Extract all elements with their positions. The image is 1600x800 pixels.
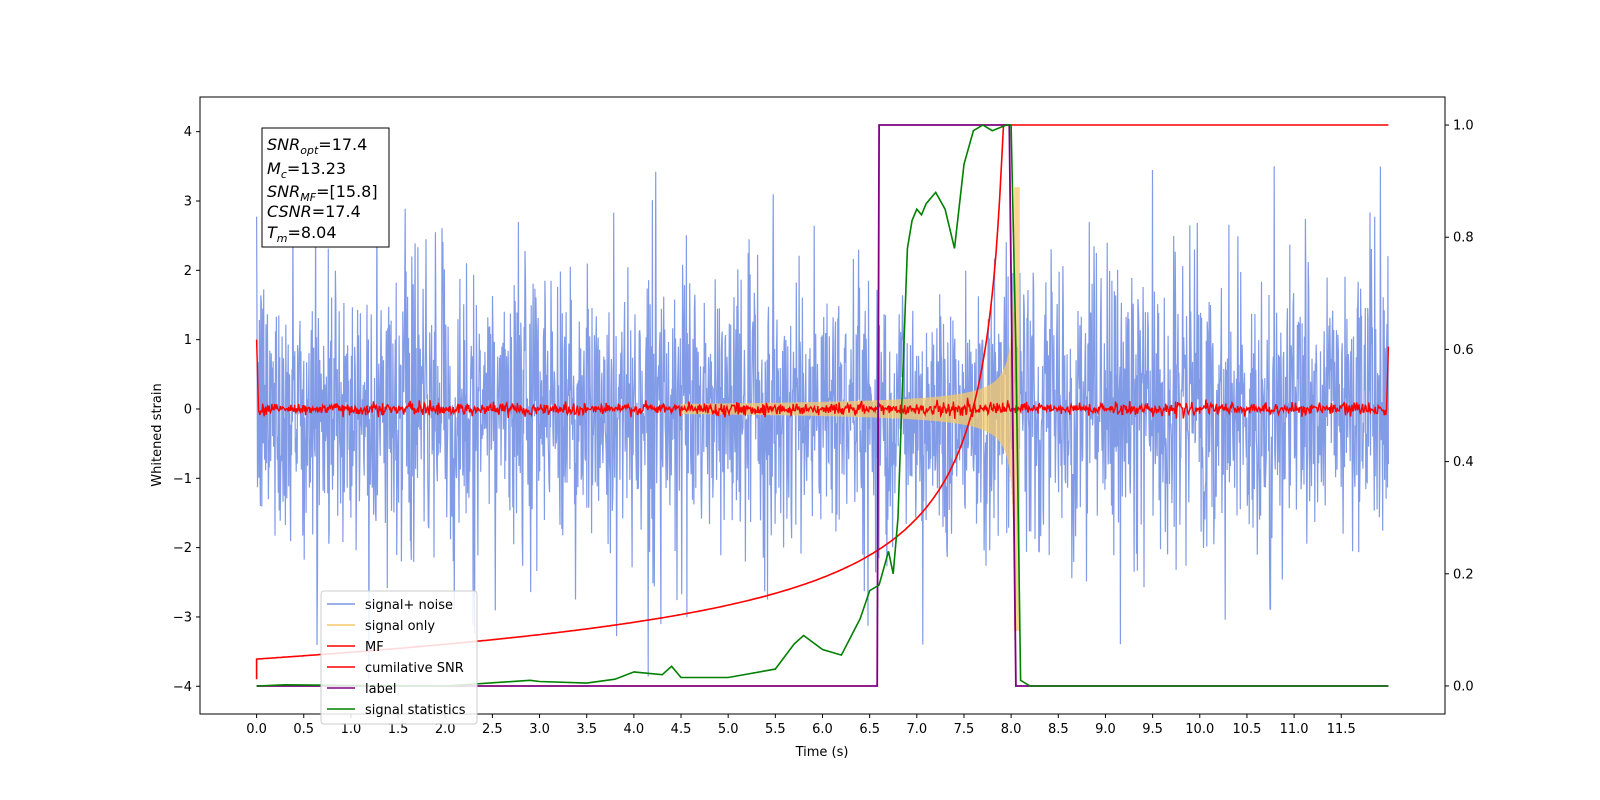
legend-label-signal-only: signal only <box>365 619 435 634</box>
legend-label-signal-noise: signal+ noise <box>365 598 453 613</box>
y-tick-label: −3 <box>173 610 192 625</box>
legend-label-signal-statistics: signal statistics <box>365 703 466 718</box>
x-tick-label: 8.5 <box>1048 722 1069 737</box>
x-tick-label: 9.5 <box>1142 722 1163 737</box>
x-axis: 0.0 0.5 1.0 1.5 2.0 2.5 3.0 3.5 4.0 4.5 5.0 5.5 6.0 6… <box>246 714 1356 737</box>
legend-label-cumulative-snr: cumilative SNR <box>365 661 464 676</box>
y-tick-label: 3 <box>184 194 192 209</box>
x-tick-label: 8.0 <box>1001 722 1022 737</box>
x-tick-label: 4.5 <box>671 722 692 737</box>
x-tick-label: 1.5 <box>388 722 409 737</box>
x-tick-label: 5.0 <box>718 722 739 737</box>
legend-label-mf: MF <box>365 640 384 655</box>
info-csnr: CSNR=17.4 <box>267 202 361 221</box>
info-box-frame <box>261 127 390 248</box>
y-tick-label: −2 <box>173 541 192 556</box>
x-tick-label: 6.5 <box>859 722 880 737</box>
y-axis-left: 4 3 2 1 0 −1 −2 −3 −4 <box>173 125 200 695</box>
x-axis-label: Time (s) <box>795 745 849 760</box>
x-tick-label: 1.0 <box>341 722 362 737</box>
y-axis-right: 1.0 0.8 0.6 0.4 0.2 0.0 <box>1445 119 1474 694</box>
x-tick-label: 0.0 <box>246 722 267 737</box>
y-tick-label: 1 <box>184 333 192 348</box>
series-signal-statistics <box>256 124 1389 687</box>
x-tick-label: 7.5 <box>954 722 975 737</box>
x-tick-label: 2.0 <box>435 722 456 737</box>
series-mf <box>255 339 1390 420</box>
x-tick-label: 5.5 <box>765 722 786 737</box>
y2-tick-label: 0.4 <box>1453 455 1474 470</box>
x-tick-label: 6.0 <box>812 722 833 737</box>
x-tick-label: 11.5 <box>1327 722 1356 737</box>
info-mc: Mc=13.23 <box>267 159 346 181</box>
y-tick-label: −1 <box>173 472 192 487</box>
y2-tick-label: 0.0 <box>1453 679 1474 694</box>
x-tick-label: 0.5 <box>293 722 314 737</box>
y2-tick-label: 1.0 <box>1453 119 1474 134</box>
y-axis-label: Whitened strain <box>150 383 165 486</box>
y-tick-label: 4 <box>184 125 192 140</box>
x-tick-label: 7.0 <box>906 722 927 737</box>
legend-label-label: label <box>365 682 396 697</box>
info-snr-opt: SNRopt=17.4 <box>267 135 367 157</box>
x-tick-label: 11.0 <box>1280 722 1309 737</box>
series-signal-noise <box>256 166 1389 680</box>
legend: signal+ noise signal only MF cumilative … <box>320 590 478 725</box>
y-tick-label: −4 <box>173 680 192 695</box>
x-tick-label: 4.0 <box>624 722 645 737</box>
y2-tick-label: 0.8 <box>1453 231 1474 246</box>
x-tick-label: 9.0 <box>1095 722 1116 737</box>
x-tick-label: 3.5 <box>576 722 597 737</box>
x-tick-label: 10.0 <box>1185 722 1214 737</box>
x-tick-label: 2.5 <box>482 722 503 737</box>
x-tick-label: 3.0 <box>529 722 550 737</box>
y-tick-label: 2 <box>184 264 192 279</box>
x-tick-label: 10.5 <box>1232 722 1261 737</box>
y2-tick-label: 0.6 <box>1453 343 1474 358</box>
legend-frame <box>320 590 478 725</box>
y2-tick-label: 0.2 <box>1453 567 1474 582</box>
info-snr-mf: SNRMF=[15.8] <box>267 182 378 204</box>
y-tick-label: 0 <box>184 402 192 417</box>
info-tm: Tm=8.04 <box>267 223 337 245</box>
info-box: SNRopt=17.4 Mc=13.23 SNRMF=[15.8] CSNR=1… <box>261 127 390 248</box>
